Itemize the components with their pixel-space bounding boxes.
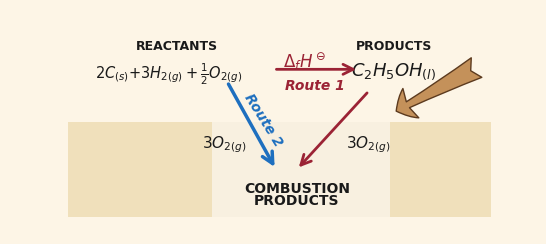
Text: COMBUSTION: COMBUSTION [244,182,350,196]
Bar [390,122,491,217]
Text: PRODUCTS: PRODUCTS [254,194,340,208]
Text: Route 1: Route 1 [285,79,345,92]
Text: $\Delta_f H^\ominus$: $\Delta_f H^\ominus$ [283,52,326,74]
Bar [212,122,390,217]
Text: PRODUCTS: PRODUCTS [355,40,432,53]
Text: REACTANTS: REACTANTS [136,40,218,53]
Text: $3O_{2(g)}$: $3O_{2(g)}$ [201,134,246,155]
Text: $C_2H_5OH_{(l)}$: $C_2H_5OH_{(l)}$ [351,62,436,82]
Bar [68,122,212,217]
Text: $3O_{2(g)}$: $3O_{2(g)}$ [346,134,390,155]
Text: $2C_{(s)}$$+ 3H_{2(g)} + \frac{1}{2}O_{2(g)}$: $2C_{(s)}$$+ 3H_{2(g)} + \frac{1}{2}O_{2… [96,62,242,87]
Text: Route 2: Route 2 [241,91,284,149]
